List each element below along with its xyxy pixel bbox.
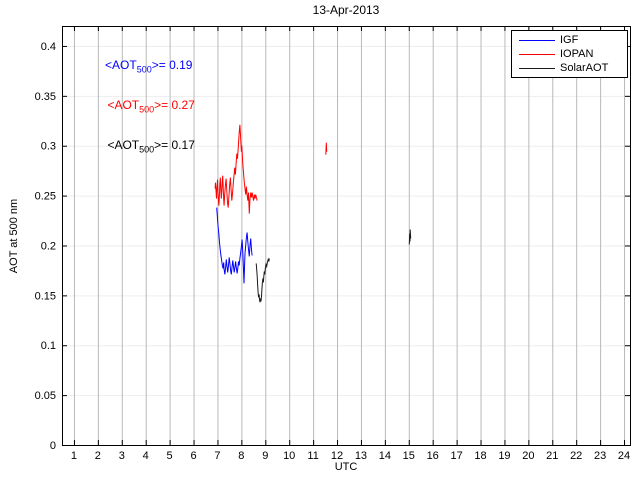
legend-item-solaraot: SolarAOT — [512, 61, 627, 75]
x-tick-label: 11 — [307, 450, 318, 462]
x-tick-label: 17 — [450, 450, 462, 462]
y-tick-label: 0.15 — [35, 290, 56, 302]
mean-annotation-iopan: <AOT500>= 0.27 — [107, 97, 195, 115]
x-tick-label: 5 — [167, 450, 173, 462]
x-tick-label: 21 — [546, 450, 558, 462]
x-tick-label: 18 — [474, 450, 486, 462]
y-tick-label: 0.1 — [41, 340, 56, 352]
x-tick-label: 19 — [498, 450, 510, 462]
x-tick-label: 1 — [71, 450, 77, 462]
x-tick-label: 15 — [403, 450, 415, 462]
legend: IGF IOPAN SolarAOT — [511, 30, 628, 78]
x-tick-label: 22 — [570, 450, 582, 462]
plot-title: 13-Apr-2013 — [312, 3, 380, 17]
x-tick-label: 23 — [594, 450, 606, 462]
x-tick-label: 20 — [522, 450, 534, 462]
legend-line-sample — [519, 67, 555, 69]
y-tick-label: 0.3 — [41, 141, 56, 153]
x-tick-label: 4 — [143, 450, 149, 462]
legend-label: IGF — [560, 34, 579, 46]
legend-line-sample — [519, 39, 555, 41]
legend-item-iopan: IOPAN — [512, 47, 627, 61]
y-tick-label: 0.05 — [35, 390, 56, 402]
y-tick-label: 0 — [50, 440, 56, 452]
x-tick-label: 12 — [331, 450, 343, 462]
legend-label: IOPAN — [560, 48, 594, 60]
legend-line-sample — [519, 53, 555, 55]
x-tick-label: 8 — [238, 450, 244, 462]
trace-solaraot — [255, 257, 270, 303]
x-tick-label: 2 — [95, 450, 101, 462]
trace-iopan — [214, 124, 258, 214]
y-tick-label: 0.35 — [35, 91, 56, 103]
legend-label: SolarAOT — [560, 62, 609, 74]
x-tick-label: 13 — [355, 450, 367, 462]
legend-item-igf: IGF — [512, 33, 627, 47]
y-tick-label: 0.2 — [41, 240, 56, 252]
x-axis-label: UTC — [334, 461, 358, 473]
x-tick-label: 7 — [214, 450, 220, 462]
trace-iopan — [325, 142, 328, 155]
x-tick-label: 10 — [283, 450, 295, 462]
x-tick-label: 6 — [190, 450, 196, 462]
x-tick-label: 9 — [262, 450, 268, 462]
axes-box — [62, 26, 631, 446]
y-tick-label: 0.4 — [41, 41, 56, 53]
x-tick-label: 3 — [119, 450, 125, 462]
mean-annotation-solaraot: <AOT500>= 0.17 — [107, 137, 195, 155]
x-tick-label: 14 — [379, 450, 391, 462]
x-tick-label: 16 — [427, 450, 439, 462]
y-tick-label: 0.25 — [35, 191, 56, 203]
mean-annotation-igf: <AOT500>= 0.19 — [105, 57, 193, 75]
x-tick-label: 24 — [618, 450, 630, 462]
trace-igf — [216, 207, 253, 284]
trace-solaraot — [408, 229, 412, 245]
